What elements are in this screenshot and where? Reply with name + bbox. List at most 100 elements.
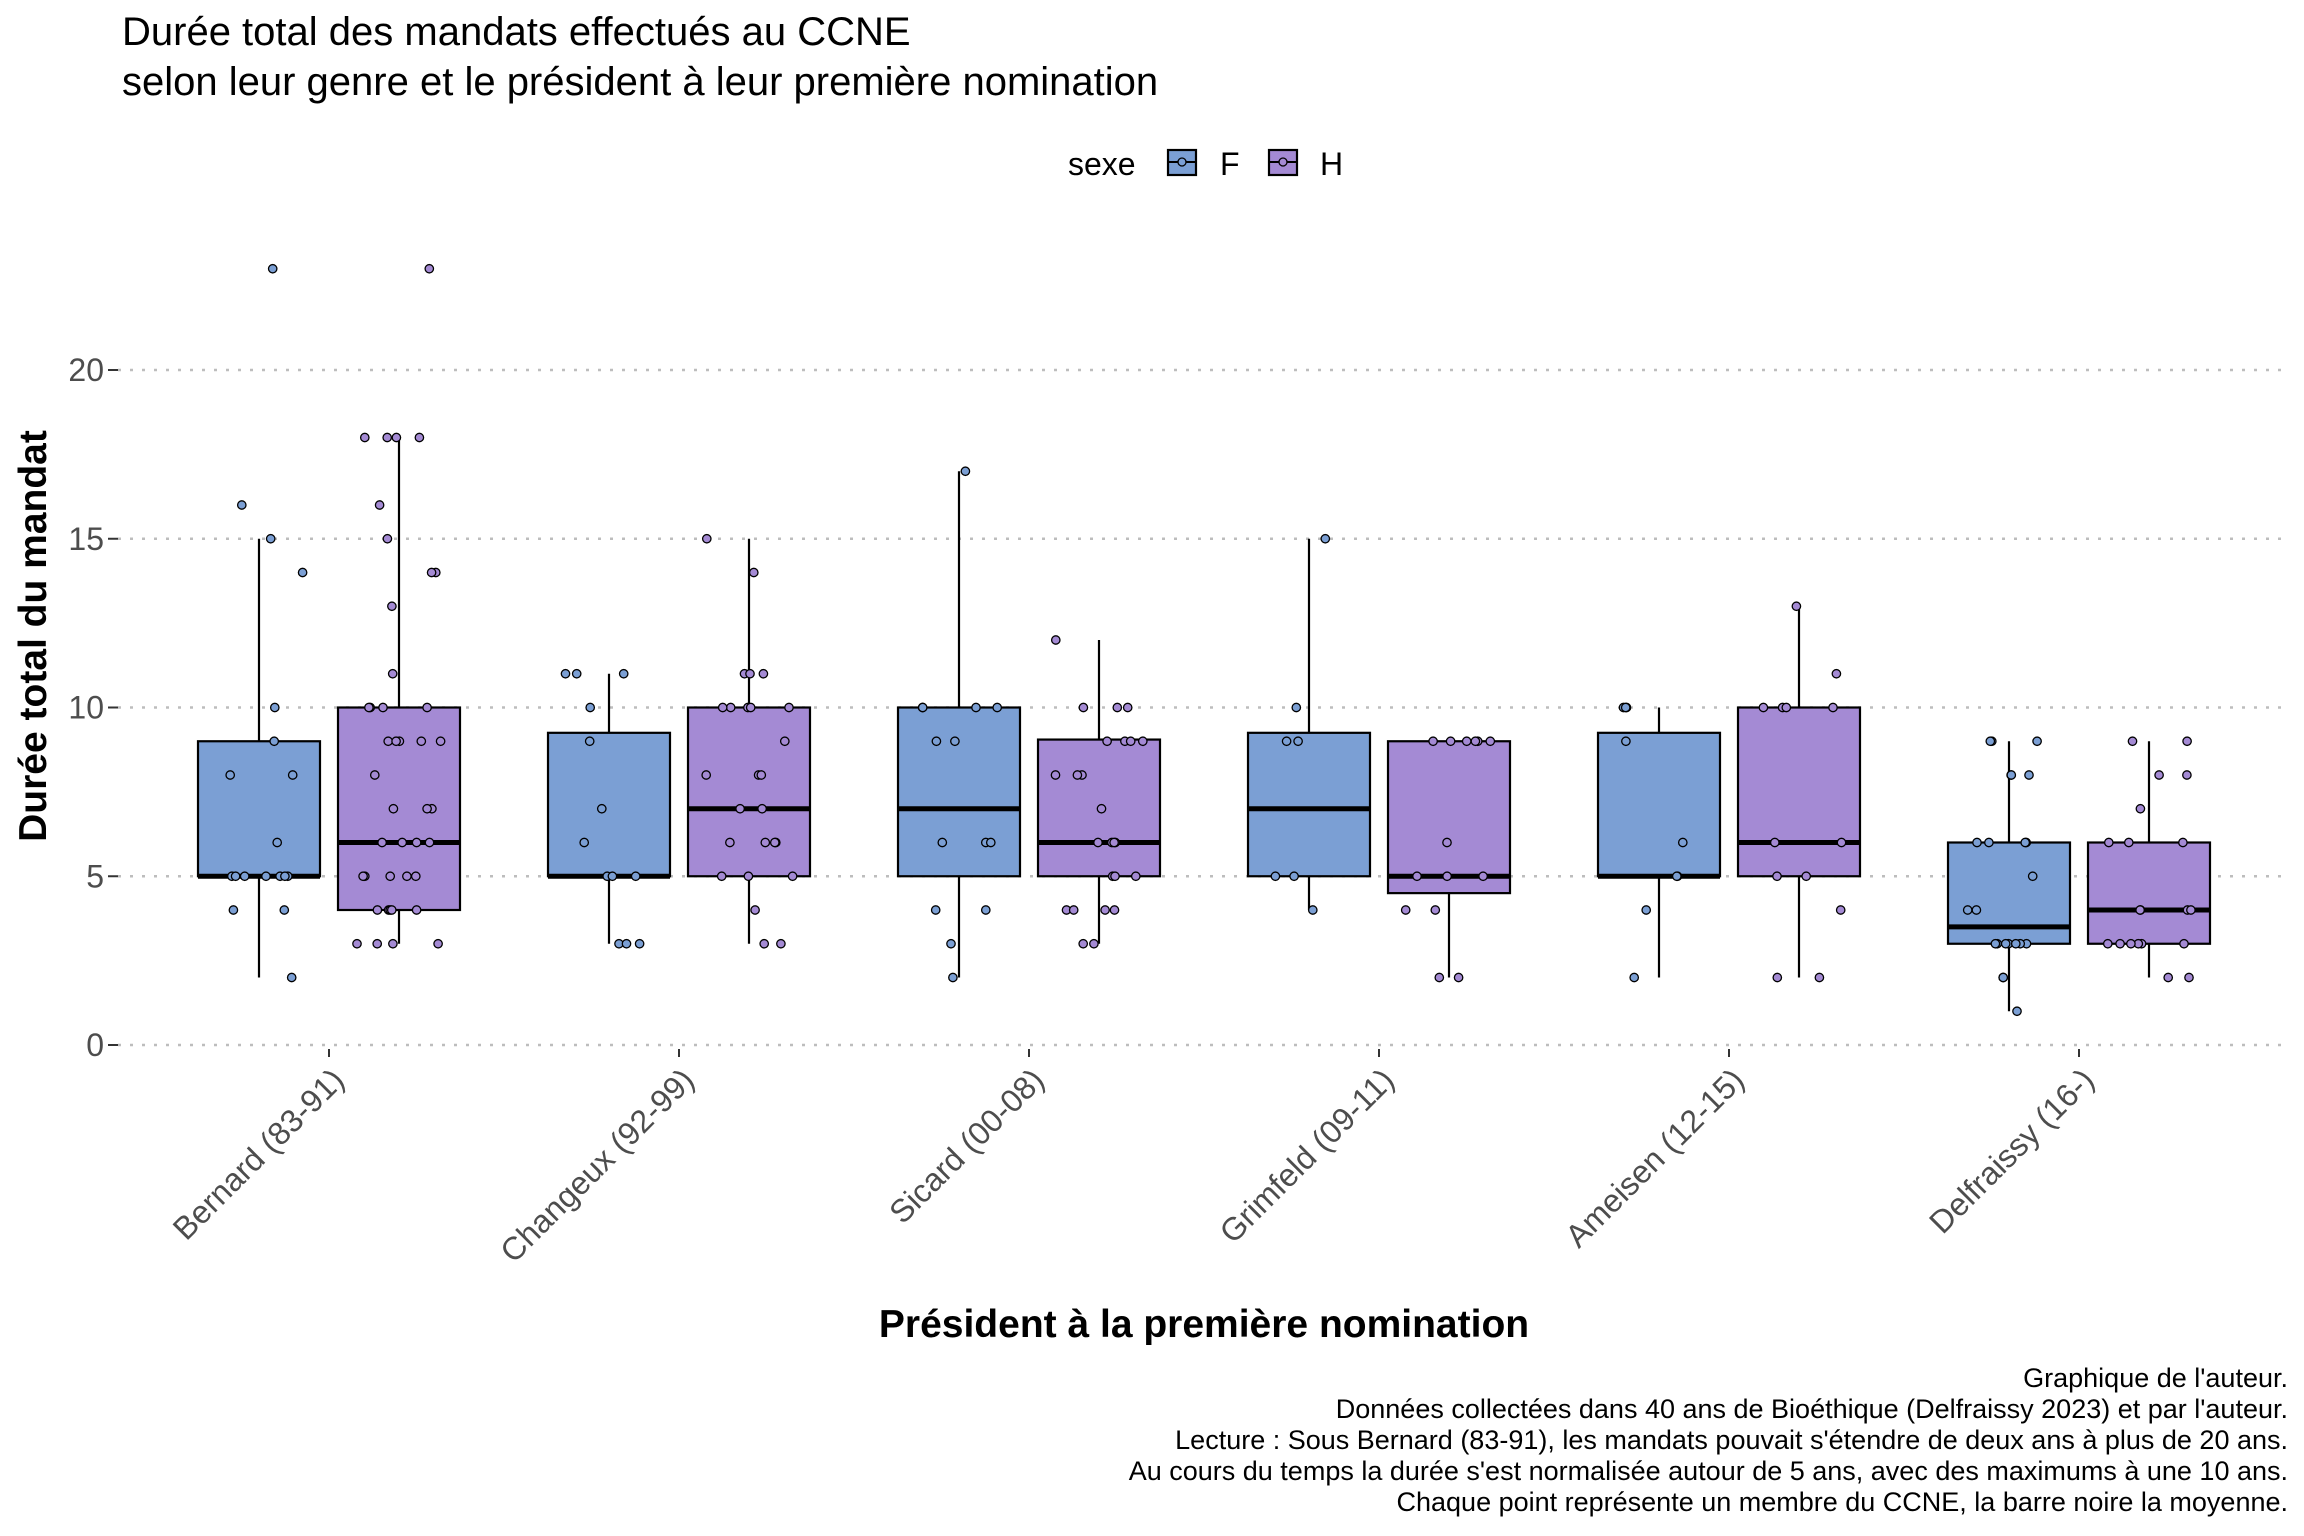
point-grimfeld-09-11-h-7 [1443,872,1451,880]
point-grimfeld-09-11-f-1 [1292,703,1300,711]
point-changeux-92-99-h-4 [759,670,767,678]
point-bernard-83-91-h-25 [398,838,406,846]
point-bernard-83-91-f-5 [270,737,278,745]
point-delfraissy-16-f-9 [1973,838,1981,846]
point-sicard-00-08-f-9 [987,838,995,846]
point-sicard-00-08-h-3 [1124,703,1132,711]
point-changeux-92-99-h-15 [736,805,744,813]
point-sicard-00-08-h-1 [1079,703,1087,711]
point-bernard-83-91-h-41 [373,940,381,948]
point-changeux-92-99-f-4 [586,737,594,745]
box-series [198,438,2210,1012]
y-tick-label-10: 10 [68,690,104,726]
point-sicard-00-08-h-0 [1052,636,1060,644]
box-ameisen-12-15-h [1738,708,1860,877]
y-tick-label-15: 15 [68,521,104,557]
point-bernard-83-91-f-16 [229,906,237,914]
point-bernard-83-91-h-21 [389,805,397,813]
point-bernard-83-91-f-6 [226,771,234,779]
point-bernard-83-91-f-11 [241,872,249,880]
point-sicard-00-08-h-2 [1113,703,1121,711]
caption-line-5: Chaque point représente un membre du CCN… [1397,1487,2289,1517]
point-bernard-83-91-f-3 [298,568,306,576]
point-grimfeld-09-11-f-3 [1282,737,1290,745]
point-bernard-83-91-h-14 [379,703,387,711]
point-delfraissy-16-h-15 [2116,940,2124,948]
point-delfraissy-16-h-6 [2125,838,2133,846]
point-changeux-92-99-h-21 [744,872,752,880]
legend-key-h [1269,150,1297,175]
point-delfraissy-16-f-22 [2013,1007,2021,1015]
legend: sexe F H [1068,146,1343,182]
point-bernard-83-91-h-33 [412,906,420,914]
point-series [226,265,2195,1016]
point-bernard-83-91-h-8 [427,568,435,576]
point-delfraissy-16-h-9 [2136,906,2144,914]
point-bernard-83-91-h-31 [412,872,420,880]
point-bernard-83-91-h-6 [383,535,391,543]
point-bernard-83-91-f-2 [267,535,275,543]
point-sicard-00-08-h-6 [1103,737,1111,745]
point-changeux-92-99-f-2 [561,670,569,678]
legend-label-f: F [1220,146,1240,182]
y-tick-label-5: 5 [86,858,104,894]
point-bernard-83-91-f-8 [273,838,281,846]
y-tick-label-0: 0 [86,1027,104,1063]
point-sicard-00-08-h-23 [1090,940,1098,948]
point-grimfeld-09-11-h-10 [1431,906,1439,914]
point-sicard-00-08-f-12 [947,940,955,948]
point-bernard-83-91-h-1 [361,433,369,441]
point-changeux-92-99-h-8 [719,703,727,711]
box-ameisen-12-15-f [1598,733,1720,876]
chart-title: Durée total des mandats effectués au CCN… [122,10,1158,104]
point-sicard-00-08-h-18 [1111,872,1119,880]
x-axis-title: Président à la première nomination [879,1303,1529,1346]
point-delfraissy-16-f-19 [1991,940,1999,948]
point-ameisen-12-15-h-6 [1837,838,1845,846]
point-sicard-00-08-f-6 [951,737,959,745]
point-sicard-00-08-h-14 [1110,838,1118,846]
point-bernard-83-91-h-38 [434,940,442,948]
point-changeux-92-99-h-0 [703,535,711,543]
point-bernard-83-91-h-37 [388,906,396,914]
point-bernard-83-91-h-29 [403,872,411,880]
point-sicard-00-08-f-0 [961,467,969,475]
caption-line-2: Données collectées dans 40 ans de Bioéth… [1336,1394,2288,1424]
point-ameisen-12-15-h-10 [1837,906,1845,914]
caption-line-3: Lecture : Sous Bernard (83-91), les mand… [1175,1425,2288,1455]
point-delfraissy-16-f-14 [2002,940,2010,948]
point-delfraissy-16-h-12 [2104,940,2112,948]
point-ameisen-12-15-h-3 [1759,703,1767,711]
point-delfraissy-16-h-19 [2164,973,2172,981]
point-grimfeld-09-11-h-8 [1413,872,1421,880]
point-sicard-00-08-f-8 [938,838,946,846]
point-grimfeld-09-11-h-11 [1402,906,1410,914]
point-delfraissy-16-h-4 [2136,805,2144,813]
point-changeux-92-99-h-23 [751,906,759,914]
point-ameisen-12-15-h-7 [1771,838,1779,846]
y-axis-title: Durée total du mandat [12,430,55,842]
point-delfraissy-16-f-8 [1985,838,1993,846]
point-grimfeld-09-11-f-6 [1309,906,1317,914]
point-bernard-83-91-h-20 [371,771,379,779]
point-sicard-00-08-f-3 [993,703,1001,711]
x-tick-label-ameisen-12-15: Ameisen (12-15) [1558,1061,1751,1254]
point-sicard-00-08-f-10 [932,906,940,914]
point-delfraissy-16-h-0 [2128,737,2136,745]
point-delfraissy-16-h-3 [2155,771,2163,779]
point-delfraissy-16-f-2 [1986,737,1994,745]
point-delfraissy-16-f-1 [2033,737,2041,745]
point-changeux-92-99-h-18 [726,838,734,846]
point-bernard-83-91-h-40 [353,940,361,948]
point-bernard-83-91-h-32 [386,872,394,880]
point-bernard-83-91-h-11 [423,703,431,711]
box-bernard-83-91-f [198,741,320,876]
x-axis-ticks: Bernard (83-91) Changeux (92-99) Sicard (0… [166,1049,2101,1269]
box-grimfeld-09-11-h [1388,741,1510,893]
box-delfraissy-16-h [2088,843,2210,944]
point-sicard-00-08-h-10 [1073,771,1081,779]
point-ameisen-12-15-f-3 [1622,737,1630,745]
point-changeux-92-99-h-14 [758,805,766,813]
point-bernard-83-91-f-0 [269,265,277,273]
point-ameisen-12-15-f-2 [1622,703,1630,711]
